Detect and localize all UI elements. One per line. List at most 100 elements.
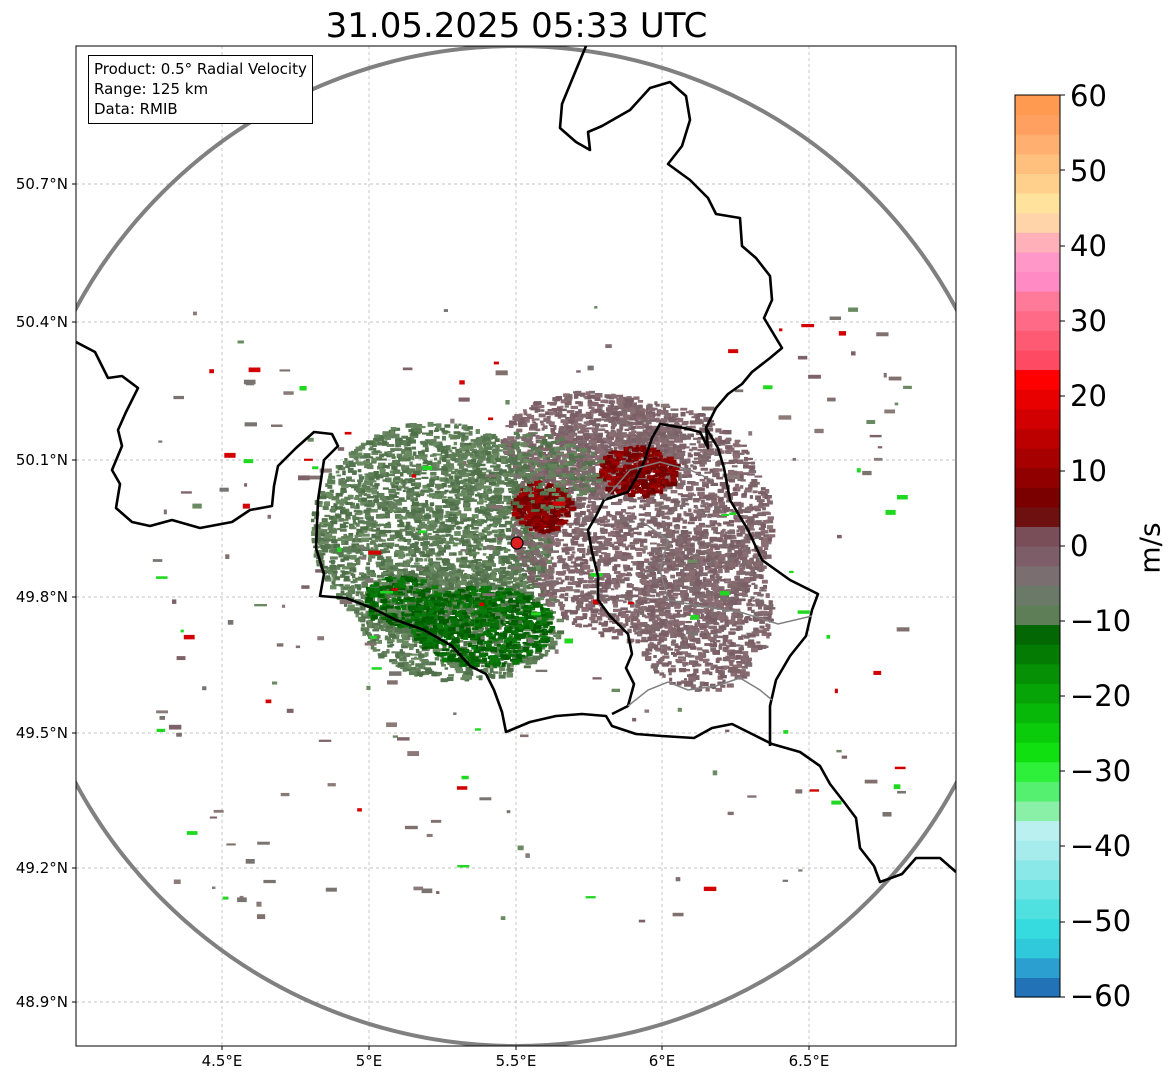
echo-pixel [398,485,404,489]
echo-pixel [554,480,561,484]
echo-pixel [414,641,422,644]
echo-pixel [737,459,744,464]
echo-pixel [531,582,535,586]
echo-pixel [365,632,370,635]
echo-pixel [417,524,423,530]
echo-pixel [441,521,445,525]
echo-pixel [480,568,486,571]
echo-pixel [629,594,638,597]
echo-pixel [764,554,772,559]
echo-pixel [522,518,530,523]
echo-pixel [406,492,414,497]
echo-pixel [410,549,415,555]
echo-pixel [610,530,615,534]
echo-pixel [543,546,550,551]
echo-pixel [399,649,404,653]
echo-pixel [579,548,586,553]
echo-pixel [576,473,583,478]
echo-pixel [472,555,476,559]
echo-pixel [671,539,680,543]
echo-pixel [347,590,353,593]
echo-pixel [511,515,517,519]
echo-pixel [453,570,460,575]
echo-pixel [394,491,400,495]
echo-pixel [507,498,516,503]
echo-pixel [620,554,627,558]
echo-pixel [697,454,702,459]
echo-pixel [385,506,391,511]
echo-pixel [373,458,378,462]
echo-pixel [394,594,402,597]
echo-pixel [683,420,689,425]
echo-pixel [394,448,403,452]
echo-pixel [436,575,444,579]
echo-pixel [524,581,529,585]
echo-pixel [379,496,386,501]
echo-pixel [444,453,449,458]
echo-pixel [328,473,333,477]
echo-pixel [586,509,591,513]
echo-pixel [690,425,696,429]
echo-pixel [629,542,638,545]
echo-pixel [402,440,408,445]
echo-pixel [407,514,414,519]
echo-pixel [437,534,445,538]
echo-pixel [429,524,436,528]
echo-pixel [449,563,455,566]
echo-pixel [711,501,719,506]
echo-pixel [368,476,375,481]
echo-pixel [573,504,581,508]
echo-pixel [687,521,695,525]
echo-pixel [570,610,579,614]
echo-pixel [676,624,681,629]
echo-pixel [505,549,511,552]
echo-pixel [598,516,607,520]
echo-pixel [559,605,565,611]
echo-pixel [422,587,429,593]
echo-pixel [469,533,474,539]
echo-pixel [531,579,539,583]
echo-pixel [568,565,575,568]
echo-pixel [624,428,630,432]
echo-pixel [457,510,462,516]
echo-pixel [461,587,469,591]
echo-pixel [401,467,407,471]
echo-pixel [764,489,770,494]
echo-pixel [498,638,504,642]
echo-pixel [680,494,689,498]
echo-pixel [497,540,502,545]
echo-pixel [466,545,473,550]
echo-pixel [656,543,660,547]
echo-pixel [333,584,340,587]
echo-pixel [470,452,474,456]
echo-pixel [548,598,554,602]
echo-pixel [543,643,552,646]
echo-pixel [340,558,345,563]
echo-pixel [448,674,455,677]
echo-pixel [650,542,657,545]
echo-pixel [655,514,661,518]
echo-pixel [430,454,434,457]
echo-pixel [705,524,712,528]
echo-pixel [464,654,471,657]
echo-pixel [464,432,472,435]
echo-pixel [468,549,476,552]
echo-pixel [524,627,531,632]
echo-pixel [414,656,418,659]
echo-pixel [371,529,378,532]
echo-pixel [437,495,444,498]
echo-pixel [480,450,488,455]
echo-pixel [578,594,585,598]
echo-pixel [434,429,439,432]
echo-pixel [671,560,677,565]
echo-pixel [541,565,546,571]
echo-pixel [501,555,510,560]
echo-pixel [699,478,706,482]
echo-pixel [475,494,480,497]
echo-pixel [509,460,513,465]
echo-pixel [391,530,397,533]
echo-pixel [675,431,683,434]
echo-pixel [441,587,449,591]
echo-pixel [351,479,356,482]
echo-pixel [483,528,488,534]
